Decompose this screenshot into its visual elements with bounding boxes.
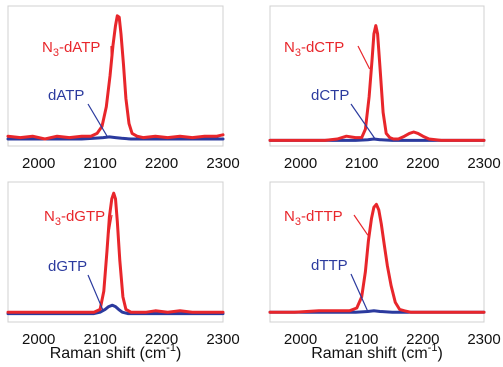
- x-axis-title: Raman shift (cm-1): [311, 342, 443, 362]
- x-tick-label: 2100: [83, 331, 116, 348]
- leader-line-N3-dCTP: [357, 45, 371, 70]
- series-line-N3-dGTP: [6, 191, 225, 314]
- plot-frame: [7, 5, 224, 147]
- series-label-N3-dTTP: N3-dTTP: [284, 208, 343, 228]
- x-tick-label: 2000: [284, 331, 317, 348]
- plot-frame: [7, 181, 224, 323]
- leader-line-N3-dGTP: [107, 214, 113, 239]
- leader-line-N3-dTTP: [353, 214, 369, 236]
- leader-line-dCTP: [350, 103, 376, 140]
- x-tick-label: 2000: [22, 331, 55, 348]
- leader-line-dGTP: [87, 274, 104, 312]
- x-tick-label: 2000: [22, 155, 55, 172]
- x-tick-label: 2300: [467, 331, 500, 348]
- series-label-N3-dATP: N3-dATP: [42, 39, 100, 59]
- series-label-N3-dGTP: N3-dGTP: [44, 208, 105, 228]
- x-tick-label: 2300: [467, 155, 500, 172]
- series-label-dATP: dATP: [48, 87, 84, 104]
- series-label-dTTP: dTTP: [311, 257, 348, 274]
- plot-frame: [269, 5, 485, 147]
- x-tick-label: 2200: [406, 155, 439, 172]
- x-tick-label: 2300: [206, 155, 239, 172]
- spectrum-panel-4: 2000 2100 2200 2300 N3-dTTP dTTP Raman shift (…: [268, 181, 501, 362]
- series-label-dGTP: dGTP: [48, 258, 87, 275]
- x-tick-label: 2100: [83, 155, 116, 172]
- spectrum-panel-3: 2000 2100 2200 2300 N3-dGTP dGTP Raman shift (…: [6, 181, 240, 362]
- x-tick-label: 2200: [145, 331, 178, 348]
- series-line-dATP: [6, 135, 225, 141]
- x-tick-label: 2100: [345, 155, 378, 172]
- series-line-N3-dTTP: [268, 202, 486, 314]
- x-axis-title: Raman shift (cm-1): [50, 342, 182, 362]
- plot-frame: [269, 181, 485, 323]
- spectrum-panel-1: 2000 2100 2200 2300 N3-dATP dATP: [6, 5, 240, 172]
- series-line-N3-dCTP: [268, 24, 486, 142]
- x-tick-label: 2300: [206, 331, 239, 348]
- x-tick-label: 2200: [145, 155, 178, 172]
- series-label-dCTP: dCTP: [311, 87, 349, 104]
- leader-line-dTTP: [350, 273, 369, 312]
- x-tick-label: 2200: [406, 331, 439, 348]
- spectrum-panel-2: 2000 2100 2200 2300 N3-dCTP dCTP: [268, 5, 501, 172]
- x-tick-label: 2000: [284, 155, 317, 172]
- leader-line-dATP: [87, 103, 109, 138]
- series-label-N3-dCTP: N3-dCTP: [284, 39, 344, 59]
- series-line-N3-dATP: [6, 14, 225, 141]
- x-tick-label: 2100: [345, 331, 378, 348]
